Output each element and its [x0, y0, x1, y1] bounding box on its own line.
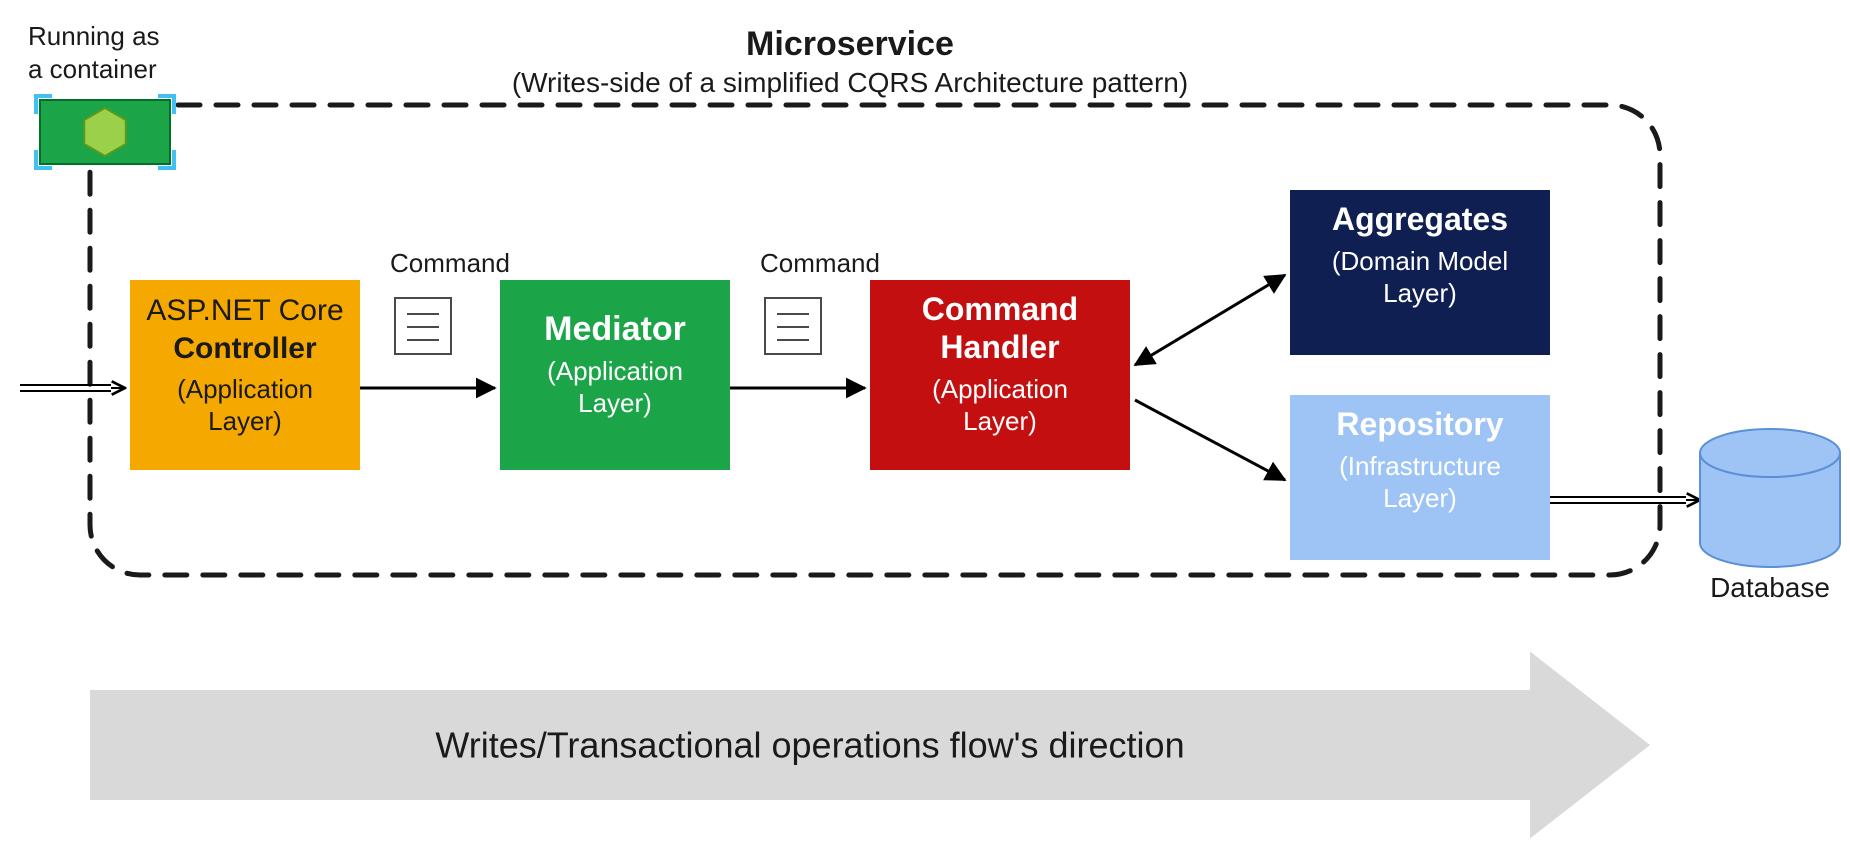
- node-mediator: Mediator (ApplicationLayer): [500, 280, 730, 470]
- flow-banner-text: Writes/Transactional operations flow's d…: [435, 725, 1184, 766]
- command-label-0: Command: [390, 248, 510, 278]
- node-controller-text: Controller: [173, 332, 317, 365]
- node-repository-text: Layer): [1383, 483, 1457, 513]
- command-icon-0: [395, 298, 451, 354]
- header-subtitle: (Writes-side of a simplified CQRS Archit…: [512, 67, 1188, 98]
- command-icon-1: [765, 298, 821, 354]
- node-controller-text: (Application: [177, 374, 313, 404]
- node-aggregates: Aggregates (Domain ModelLayer): [1290, 190, 1550, 355]
- node-controller-text: Layer): [208, 406, 282, 436]
- arrow-double-3: [1135, 275, 1285, 365]
- container-label-2: a container: [28, 54, 157, 84]
- container-label-1: Running as: [28, 21, 160, 51]
- node-aggregates-text: Layer): [1383, 278, 1457, 308]
- node-controller-text: ASP.NET Core: [146, 294, 343, 327]
- node-mediator-text: Mediator: [544, 310, 686, 348]
- node-repository: Repository (InfrastructureLayer): [1290, 395, 1550, 560]
- node-aggregates-text: Aggregates: [1332, 201, 1508, 237]
- database-icon: [1700, 429, 1840, 567]
- node-repository-text: (Infrastructure: [1339, 451, 1501, 481]
- node-handler-text: Layer): [963, 406, 1037, 436]
- command-label-1: Command: [760, 248, 880, 278]
- node-mediator-text: Layer): [578, 388, 652, 418]
- arrow-open-5: [1550, 497, 1700, 503]
- node-handler-text: Handler: [940, 329, 1059, 365]
- arrow-open-0: [20, 385, 125, 391]
- node-controller: ASP.NET Core Controller (ApplicationLayer): [130, 280, 360, 470]
- node-aggregates-text: (Domain Model: [1332, 246, 1508, 276]
- node-handler-text: (Application: [932, 374, 1068, 404]
- arrow-4: [1135, 400, 1285, 480]
- node-handler-text: Command: [922, 291, 1078, 327]
- header-title: Microservice: [746, 25, 954, 63]
- container-icon: [36, 96, 174, 168]
- node-mediator-text: (Application: [547, 356, 683, 386]
- node-repository-text: Repository: [1336, 406, 1503, 442]
- node-handler: CommandHandler (ApplicationLayer): [870, 280, 1130, 470]
- database-label: Database: [1710, 572, 1830, 603]
